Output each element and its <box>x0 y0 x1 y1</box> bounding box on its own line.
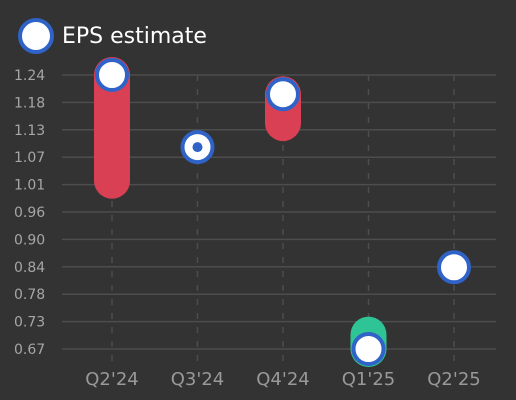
eps-estimate-point <box>266 77 300 112</box>
x-tick-label: Q2'24 <box>85 369 138 390</box>
y-tick-label: 0.90 <box>14 232 45 248</box>
x-tick-label: Q3'24 <box>171 369 224 390</box>
eps-estimate-point <box>351 332 386 366</box>
y-tick-label: 1.07 <box>14 150 45 166</box>
eps-estimate-point <box>95 58 129 92</box>
y-tick-label: 0.67 <box>14 342 45 358</box>
eps-match-dot <box>192 142 203 153</box>
x-tick-label: Q2'25 <box>427 369 480 390</box>
y-tick-label: 0.78 <box>14 287 45 303</box>
y-tick-label: 0.84 <box>14 260 45 276</box>
y-tick-label: 1.01 <box>14 178 45 194</box>
y-tick-label: 1.24 <box>14 68 45 84</box>
x-tick-label: Q1'25 <box>342 369 395 390</box>
x-tick-label: Q4'24 <box>256 369 309 390</box>
legend-marker-icon <box>18 18 54 54</box>
eps-estimate-point <box>437 250 471 285</box>
legend-label: EPS estimate <box>62 23 207 49</box>
y-tick-label: 0.96 <box>14 205 45 221</box>
y-tick-label: 1.18 <box>14 95 45 111</box>
legend: EPS estimate <box>18 18 207 54</box>
y-tick-label: 1.13 <box>14 123 45 139</box>
y-tick-label: 0.73 <box>14 315 45 331</box>
